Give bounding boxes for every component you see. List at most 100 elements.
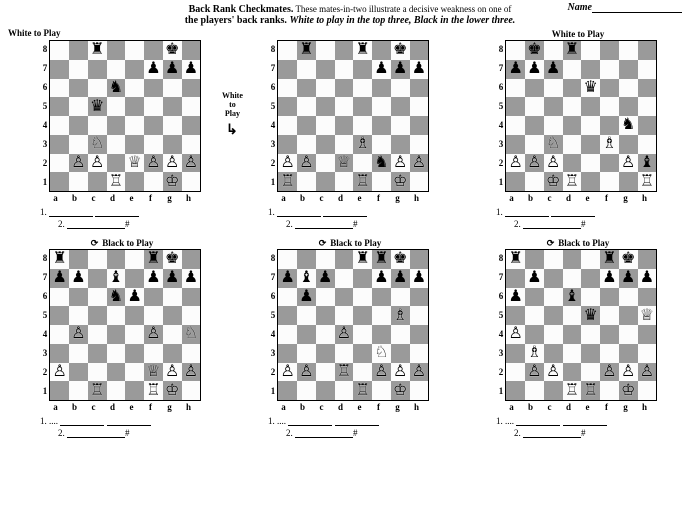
- square: [372, 41, 391, 60]
- square: ♟: [182, 60, 201, 79]
- square: [297, 381, 316, 400]
- square: [410, 41, 429, 60]
- square: ♙: [525, 154, 544, 173]
- answer-blank[interactable]: [523, 220, 581, 229]
- square: [335, 172, 354, 191]
- square: ♙: [410, 154, 429, 173]
- file-labels: abcdefgh: [274, 402, 426, 412]
- square: [391, 97, 410, 116]
- rank-labels: 87654321: [499, 40, 504, 192]
- file-labels: abcdefgh: [46, 193, 198, 203]
- square: [125, 344, 144, 363]
- square: [353, 288, 372, 307]
- square: [50, 172, 69, 191]
- square: ♚: [163, 250, 182, 269]
- square: [563, 344, 582, 363]
- square: [544, 97, 563, 116]
- square: [353, 363, 372, 382]
- square: ♟: [316, 269, 335, 288]
- answer-blank[interactable]: [95, 208, 139, 217]
- square: [316, 60, 335, 79]
- square: ♞: [107, 79, 126, 98]
- square: [125, 306, 144, 325]
- square: [297, 116, 316, 135]
- answer-blank[interactable]: [505, 208, 549, 217]
- square: ♙: [544, 154, 563, 173]
- square: [410, 116, 429, 135]
- answer-blank[interactable]: [323, 208, 367, 217]
- square: [525, 288, 544, 307]
- chessboard: ♜♚♟♟♟♞♛♘♙♙♕♙♙♙♖♔: [49, 40, 201, 192]
- square: ♟: [506, 288, 525, 307]
- square: [525, 79, 544, 98]
- square: [581, 97, 600, 116]
- square: ♟: [69, 269, 88, 288]
- square: [297, 60, 316, 79]
- answer-blank[interactable]: [49, 208, 93, 217]
- square: [88, 79, 107, 98]
- square: [600, 116, 619, 135]
- square: [544, 344, 563, 363]
- answer-blank[interactable]: [516, 417, 560, 426]
- square: ♜: [88, 41, 107, 60]
- square: [506, 79, 525, 98]
- square: [600, 60, 619, 79]
- square: [335, 269, 354, 288]
- square: [638, 344, 657, 363]
- name-blank[interactable]: [592, 3, 682, 13]
- square: ♟: [144, 269, 163, 288]
- square: ♙: [278, 154, 297, 173]
- square: [316, 288, 335, 307]
- square: [544, 41, 563, 60]
- square: [125, 79, 144, 98]
- square: [144, 172, 163, 191]
- answer-blank[interactable]: [107, 417, 151, 426]
- square: [182, 250, 201, 269]
- answer-blank[interactable]: [563, 417, 607, 426]
- square: [525, 381, 544, 400]
- answer-blank[interactable]: [288, 417, 332, 426]
- square: [353, 154, 372, 173]
- subtitle-1: These mates-in-two illustrate a decisive…: [295, 4, 511, 14]
- square: [581, 135, 600, 154]
- square: [563, 325, 582, 344]
- square: [638, 250, 657, 269]
- square: [391, 288, 410, 307]
- square: [125, 116, 144, 135]
- square: ♙: [525, 363, 544, 382]
- square: [182, 41, 201, 60]
- square: ♟: [163, 60, 182, 79]
- square: [50, 116, 69, 135]
- square: [619, 306, 638, 325]
- square: [544, 269, 563, 288]
- square: [297, 344, 316, 363]
- square: [563, 79, 582, 98]
- square: [372, 116, 391, 135]
- answer-blank[interactable]: [295, 220, 353, 229]
- square: [600, 97, 619, 116]
- answer-blank[interactable]: [60, 417, 104, 426]
- square: [69, 135, 88, 154]
- answer-blank[interactable]: [335, 417, 379, 426]
- square: [316, 154, 335, 173]
- square: [410, 97, 429, 116]
- square: ♟: [182, 269, 201, 288]
- square: [410, 325, 429, 344]
- square: [506, 363, 525, 382]
- square: ♗: [353, 135, 372, 154]
- square: ♖: [563, 381, 582, 400]
- answer-blank[interactable]: [523, 429, 581, 438]
- answer-blank[interactable]: [277, 208, 321, 217]
- square: [619, 41, 638, 60]
- to-play-label: ⟳Black to Play: [14, 237, 230, 249]
- square: ♙: [163, 154, 182, 173]
- answer-blank[interactable]: [67, 429, 125, 438]
- square: ♟: [372, 60, 391, 79]
- square: [506, 172, 525, 191]
- answer-blank[interactable]: [551, 208, 595, 217]
- square: [353, 97, 372, 116]
- answer-blank[interactable]: [295, 429, 353, 438]
- square: [125, 97, 144, 116]
- answer-blank[interactable]: [67, 220, 125, 229]
- square: ♗: [525, 344, 544, 363]
